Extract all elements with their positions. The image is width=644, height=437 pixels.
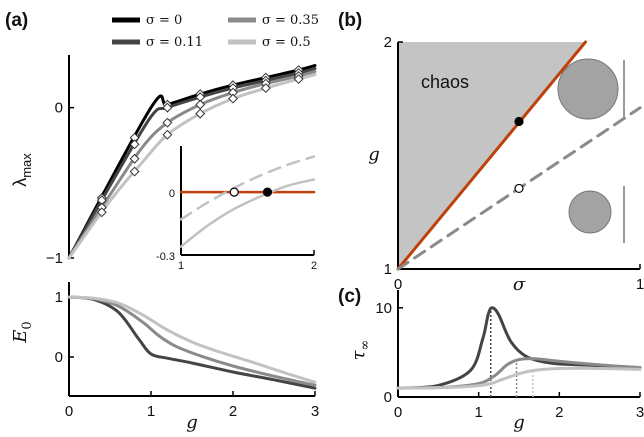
data-marker bbox=[96, 195, 107, 206]
panel-b-ylabel: g bbox=[368, 144, 380, 165]
y-tick-label: 0 bbox=[384, 389, 392, 406]
data-marker bbox=[129, 153, 140, 164]
tau-inf-label: τ∞ bbox=[348, 340, 373, 361]
data-marker bbox=[228, 87, 238, 98]
data-marker bbox=[195, 108, 206, 119]
x-tick-label: 2 bbox=[555, 404, 563, 421]
data-marker bbox=[260, 83, 271, 94]
panel-c-label: (c) bbox=[338, 286, 361, 307]
data-marker bbox=[129, 166, 140, 177]
y-tick-label: 10 bbox=[375, 300, 392, 317]
panel-b-xlabel: σ bbox=[513, 274, 526, 295]
legend-label-1: σ = 0.11 bbox=[146, 35, 203, 50]
open-point bbox=[514, 183, 524, 194]
panel-b-label: (b) bbox=[338, 10, 362, 31]
x-tick-label: 2 bbox=[229, 403, 237, 420]
series-line bbox=[396, 40, 587, 271]
data-marker bbox=[162, 129, 173, 140]
data-marker bbox=[162, 117, 173, 128]
y-tick-label: −1 bbox=[46, 250, 63, 267]
chaos-region-label: chaos bbox=[421, 72, 469, 92]
open-point bbox=[229, 187, 239, 197]
y-tick-label: 1 bbox=[384, 261, 392, 278]
series-line bbox=[179, 178, 316, 248]
x-tick-label: 0 bbox=[65, 403, 73, 420]
series-line bbox=[67, 295, 317, 390]
lambda-max-label: λmax bbox=[10, 153, 34, 187]
panel-c-plot: 10 00 1 2 3 bbox=[375, 290, 644, 421]
data-marker bbox=[129, 132, 140, 143]
panel-a-inset: 0 -0.31 2 bbox=[156, 146, 317, 272]
x-tick-label: 2 bbox=[311, 260, 317, 272]
series-line bbox=[67, 295, 317, 384]
legend-label-2: σ = 0.35 bbox=[262, 13, 319, 28]
legend-label-3: σ = 0.5 bbox=[262, 35, 311, 50]
panel-c-ylabel: τ∞ bbox=[348, 340, 373, 361]
series-line bbox=[396, 306, 642, 390]
x-tick-label: 3 bbox=[311, 403, 319, 420]
y-tick-label: 1 bbox=[55, 289, 63, 306]
data-marker bbox=[195, 99, 206, 110]
x-tick-label: 1 bbox=[147, 403, 155, 420]
large-circle-icon bbox=[557, 58, 619, 120]
panel-c-xlabel: g bbox=[513, 412, 525, 433]
panel-b-plot: 120 1 bbox=[384, 34, 644, 293]
y-tick-label: 0 bbox=[169, 188, 175, 200]
data-marker bbox=[129, 139, 140, 150]
y-tick-label: 0 bbox=[55, 349, 63, 366]
y-tick-label: -0.3 bbox=[156, 251, 175, 263]
y-tick-label: 2 bbox=[384, 34, 392, 51]
data-marker bbox=[162, 102, 173, 113]
filled-point bbox=[514, 116, 524, 127]
panel-e0-plot: 1 0 0 1 2 3 bbox=[55, 282, 319, 420]
series-line bbox=[396, 366, 642, 390]
e0-label: E0 bbox=[10, 321, 35, 343]
x-tick-label: 1 bbox=[474, 404, 482, 421]
x-tick-label: 1 bbox=[178, 260, 184, 272]
legend: σ = 0 σ = 0.11 σ = 0.35 σ = 0.5 bbox=[112, 13, 319, 50]
data-marker bbox=[228, 93, 238, 104]
panel-a-label: (a) bbox=[5, 10, 28, 31]
x-tick-label: 1 bbox=[636, 276, 644, 293]
data-marker bbox=[195, 92, 206, 103]
x-tick-label: 0 bbox=[394, 276, 402, 293]
panel-a-ylabel: λmax bbox=[10, 153, 34, 187]
small-circle-icon bbox=[568, 190, 612, 234]
data-marker bbox=[96, 207, 107, 218]
panel-e0-xlabel: g bbox=[186, 412, 198, 433]
data-marker bbox=[293, 74, 304, 85]
panel-a-plot: −1 0 bbox=[46, 55, 317, 267]
x-tick-label: 3 bbox=[636, 404, 644, 421]
x-tick-label: 0 bbox=[394, 404, 402, 421]
y-tick-label: 0 bbox=[55, 100, 63, 117]
series-line bbox=[179, 155, 316, 221]
filled-point bbox=[262, 187, 273, 197]
legend-label-0: σ = 0 bbox=[146, 13, 182, 28]
panel-e0-ylabel: E0 bbox=[10, 321, 35, 343]
